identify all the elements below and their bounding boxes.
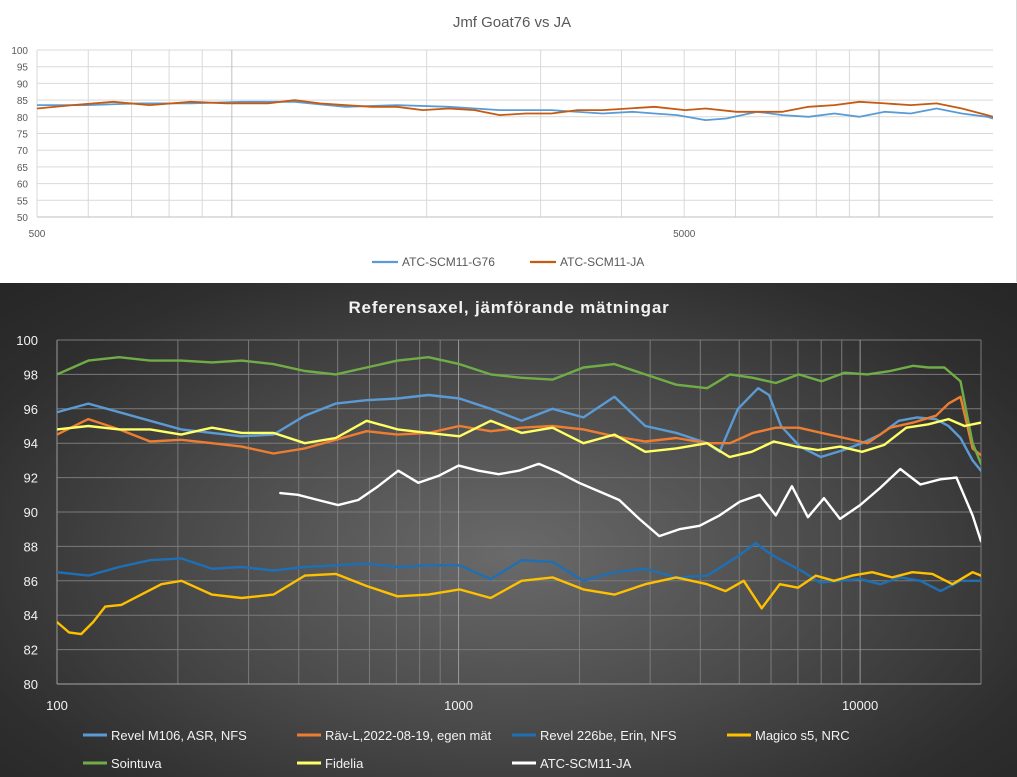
y-tick-label: 65 bbox=[17, 163, 29, 174]
series-line-atc-scm11-ja bbox=[37, 99, 993, 118]
x-tick-label: 100 bbox=[46, 698, 68, 713]
legend-label-atc-scm11-g76: ATC-SCM11-G76 bbox=[402, 255, 495, 269]
bottom-chart-panel: Referensaxel, jämförande mätningar 100 98 9… bbox=[0, 283, 1017, 777]
y-tick-label: 55 bbox=[17, 196, 29, 207]
chart-title: Referensaxel, jämförande mätningar bbox=[348, 298, 669, 317]
chart-title: Jmf Goat76 vs JA bbox=[453, 14, 571, 31]
y-tick-label: 70 bbox=[17, 146, 29, 157]
y-tick-label: 100 bbox=[11, 46, 28, 57]
legend: Revel M106, ASR, NFS Räv-L,2022-08-19, eg… bbox=[83, 728, 850, 771]
legend-label-revel-226be-erin-nfs: Revel 226be, Erin, NFS bbox=[540, 728, 677, 743]
legend-label-fidelia: Fidelia bbox=[325, 756, 364, 771]
y-tick-label: 80 bbox=[24, 677, 38, 692]
y-tick-label: 86 bbox=[24, 574, 38, 589]
series-line-sointuva bbox=[57, 355, 981, 466]
legend-label-revel-m106-asr-nfs: Revel M106, ASR, NFS bbox=[111, 728, 247, 743]
top-chart-panel: Jmf Goat76 vs JA 100 95 90 85 80 75 70 65 60 55 50 5… bbox=[0, 0, 1017, 282]
top-chart: Jmf Goat76 vs JA100959085807570656055505… bbox=[11, 14, 993, 269]
series-group bbox=[37, 99, 993, 121]
y-tick-label: 90 bbox=[24, 505, 38, 520]
series-line-fidelia bbox=[57, 417, 981, 459]
y-tick-label: 88 bbox=[24, 539, 38, 554]
y-tick-label: 60 bbox=[17, 180, 29, 191]
y-tick-label: 75 bbox=[17, 130, 29, 141]
y-tick-label: 98 bbox=[24, 367, 38, 382]
series-group bbox=[57, 355, 981, 636]
gridlines bbox=[36, 49, 993, 218]
bottom-chart: Referensaxel, jämförande mätningar 100 98 9… bbox=[16, 298, 982, 771]
y-tick-label: 50 bbox=[17, 213, 29, 224]
y-tick-label: 90 bbox=[17, 79, 29, 90]
x-tick-label: 5000 bbox=[673, 229, 696, 240]
legend-label-atc-scm11-ja: ATC-SCM11-JA bbox=[560, 255, 644, 269]
legend: ATC-SCM11-G76 ATC-SCM11-JA bbox=[372, 255, 644, 269]
y-tick-label: 96 bbox=[24, 402, 38, 417]
y-tick-label: 100 bbox=[16, 333, 38, 348]
series-line-atc-scm11-g76 bbox=[37, 100, 993, 121]
series-line-atc-scm11-ja bbox=[279, 462, 981, 543]
y-tick-label: 80 bbox=[17, 113, 29, 124]
y-tick-label: 95 bbox=[17, 63, 29, 74]
y-tick-label: 94 bbox=[24, 436, 38, 451]
y-tick-label: 85 bbox=[17, 96, 29, 107]
series-line-r-v-l-2022-08-19-egen-m-t bbox=[57, 395, 981, 457]
legend-label-atc-scm11-ja: ATC-SCM11-JA bbox=[540, 756, 632, 771]
y-tick-label: 84 bbox=[24, 608, 38, 623]
x-tick-label: 10000 bbox=[842, 698, 878, 713]
series-line-revel-m106-asr-nfs bbox=[57, 386, 981, 472]
series-line-magico-s5-nrc bbox=[57, 571, 981, 636]
legend-label-sointuva: Sointuva bbox=[111, 756, 162, 771]
gridlines bbox=[56, 339, 982, 685]
series-line-revel-226be-erin-nfs bbox=[57, 541, 981, 593]
y-tick-label: 82 bbox=[24, 643, 38, 658]
x-tick-label: 1000 bbox=[444, 698, 473, 713]
y-tick-label: 92 bbox=[24, 471, 38, 486]
legend-label-r-v-l-2022-08-19-egen-m-t: Räv-L,2022-08-19, egen mät bbox=[325, 728, 492, 743]
legend-label-magico-s5-nrc: Magico s5, NRC bbox=[755, 728, 850, 743]
x-tick-label: 500 bbox=[29, 229, 46, 240]
